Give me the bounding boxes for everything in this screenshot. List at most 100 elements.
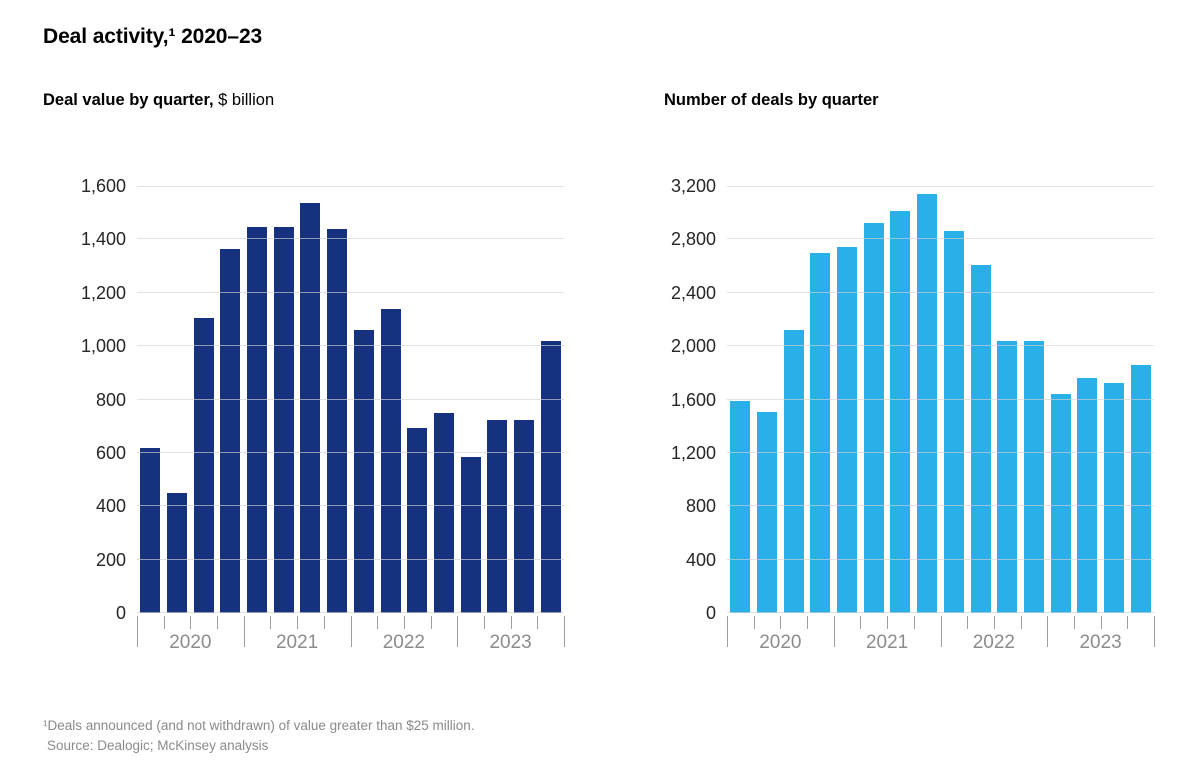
gridline-1200 bbox=[137, 291, 564, 293]
chart-subtitle-deal-value-bold: Deal value by quarter, bbox=[43, 91, 214, 109]
y-axis-label-1000: 1,000 bbox=[80, 336, 126, 357]
x-axis-year-tick bbox=[564, 616, 565, 647]
chart-subtitle-deal-value: Deal value by quarter, $ billion bbox=[43, 91, 274, 110]
x-axis-quarter-tick bbox=[377, 616, 379, 629]
bar-number-of-deals-by-quarter-q2-2021 bbox=[863, 222, 884, 613]
y-axis-label-1200: 1,200 bbox=[670, 442, 716, 463]
gridline-400 bbox=[137, 505, 564, 507]
x-axis-quarter-tick bbox=[430, 616, 432, 629]
bar-deal-value-by-quarter-q4-2022 bbox=[433, 412, 454, 613]
x-axis-quarter-tick bbox=[297, 616, 299, 629]
x-axis-year-tick bbox=[243, 616, 245, 647]
x-axis-year-label-2020: 2020 bbox=[169, 632, 212, 653]
x-axis-quarter-tick bbox=[323, 616, 325, 629]
bar-deal-value-by-quarter-q1-2020 bbox=[140, 447, 161, 613]
bar-number-of-deals-by-quarter-q1-2022 bbox=[943, 230, 964, 613]
bar-number-of-deals-by-quarter-q3-2022 bbox=[997, 340, 1018, 613]
x-axis-year-tick bbox=[1047, 616, 1049, 647]
y-axis-label-1600: 1,600 bbox=[80, 176, 126, 196]
gridline-1600 bbox=[137, 186, 564, 187]
footnote: ¹Deals announced (and not withdrawn) of … bbox=[43, 716, 475, 755]
chart-subtitle-number-of-deals-bold: Number of deals by quarter bbox=[664, 91, 879, 109]
x-axis-quarter-tick bbox=[913, 616, 915, 629]
bar-deal-value-by-quarter-q4-2020 bbox=[220, 248, 241, 613]
gridline-1000 bbox=[137, 345, 564, 347]
bar-deal-value-by-quarter-q2-2020 bbox=[167, 492, 188, 613]
bar-deal-value-by-quarter-q3-2022 bbox=[407, 427, 428, 613]
bar-number-of-deals-by-quarter-q3-2023 bbox=[1103, 382, 1124, 613]
x-axis-quarter-tick bbox=[993, 616, 995, 629]
x-axis-quarter-tick bbox=[1100, 616, 1102, 629]
x-axis-quarter-tick bbox=[403, 616, 405, 629]
x-axis-year-tick bbox=[940, 616, 942, 647]
y-axis-label-1600: 1,600 bbox=[670, 389, 716, 410]
x-axis-year-tick bbox=[1154, 616, 1155, 647]
bar-number-of-deals-by-quarter-q4-2020 bbox=[810, 253, 831, 613]
y-axis-label-400: 400 bbox=[95, 496, 126, 517]
gridline-1600 bbox=[727, 398, 1154, 400]
bar-deal-value-by-quarter-q1-2023 bbox=[460, 456, 481, 613]
x-axis-quarter-tick bbox=[967, 616, 969, 629]
bar-number-of-deals-by-quarter-q4-2022 bbox=[1023, 340, 1044, 613]
y-axis-label-2800: 2,800 bbox=[670, 229, 716, 250]
chart-subtitle-number-of-deals: Number of deals by quarter bbox=[664, 91, 879, 110]
x-axis-quarter-tick bbox=[537, 616, 539, 629]
x-axis-quarter-tick bbox=[1020, 616, 1022, 629]
y-axis-label-2000: 2,000 bbox=[670, 336, 716, 357]
x-axis-year-label-2022: 2022 bbox=[972, 632, 1016, 653]
x-axis-quarter-tick bbox=[510, 616, 512, 629]
bar-number-of-deals-by-quarter-q4-2023 bbox=[1130, 365, 1151, 613]
bar-number-of-deals-by-quarter-q1-2023 bbox=[1050, 393, 1071, 613]
gridline-2000 bbox=[727, 345, 1154, 347]
y-axis-label-600: 600 bbox=[95, 442, 126, 463]
bar-deal-value-by-quarter-q1-2022 bbox=[353, 330, 374, 613]
bar-deal-value-by-quarter-q4-2021 bbox=[327, 228, 348, 613]
x-axis-quarter-tick bbox=[887, 616, 889, 629]
bar-number-of-deals-by-quarter-q1-2021 bbox=[837, 246, 858, 613]
x-axis-quarter-tick bbox=[807, 616, 809, 629]
x-axis-quarter-tick bbox=[780, 616, 782, 629]
x-axis-year-label-2021: 2021 bbox=[275, 632, 319, 653]
x-axis-quarter-tick bbox=[270, 616, 272, 629]
gridline-800 bbox=[727, 505, 1154, 507]
y-axis-label-800: 800 bbox=[95, 389, 126, 410]
gridline-1200 bbox=[727, 451, 1154, 453]
x-axis-quarter-tick bbox=[1073, 616, 1075, 629]
bar-deal-value-by-quarter-q3-2020 bbox=[193, 318, 214, 613]
bar-number-of-deals-by-quarter-q2-2022 bbox=[970, 264, 991, 613]
y-axis-label-400: 400 bbox=[685, 549, 716, 570]
x-axis-year-label-2022: 2022 bbox=[382, 632, 426, 653]
x-axis-quarter-tick bbox=[753, 616, 755, 629]
bar-deal-value-by-quarter-q4-2023 bbox=[540, 340, 561, 613]
bar-number-of-deals-by-quarter-q4-2021 bbox=[917, 194, 938, 613]
footnote-line-1: ¹Deals announced (and not withdrawn) of … bbox=[43, 718, 475, 733]
bar-deal-value-by-quarter-q1-2021 bbox=[247, 227, 268, 613]
x-axis-year-tick bbox=[457, 616, 459, 647]
y-axis-label-3200: 3,200 bbox=[670, 176, 716, 196]
x-axis-year-label-2021: 2021 bbox=[865, 632, 909, 653]
gridline-400 bbox=[727, 558, 1154, 560]
x-axis-year-tick bbox=[727, 616, 728, 647]
x-axis-year-tick bbox=[137, 616, 138, 647]
y-axis-label-2400: 2,400 bbox=[670, 282, 716, 303]
y-axis-label-1200: 1,200 bbox=[80, 282, 126, 303]
bar-deal-value-by-quarter-q3-2023 bbox=[513, 419, 534, 613]
x-axis-quarter-tick bbox=[190, 616, 192, 629]
x-axis-quarter-tick bbox=[860, 616, 862, 629]
bar-deal-value-by-quarter-q2-2021 bbox=[273, 227, 294, 613]
y-axis-label-0: 0 bbox=[115, 603, 126, 623]
y-axis-label-200: 200 bbox=[95, 549, 126, 570]
gridline-1400 bbox=[137, 238, 564, 240]
x-axis-year-tick bbox=[833, 616, 835, 647]
bar-number-of-deals-by-quarter-q3-2020 bbox=[783, 330, 804, 613]
y-axis-label-0: 0 bbox=[705, 603, 716, 623]
bar-number-of-deals-by-quarter-q1-2020 bbox=[730, 400, 751, 613]
gridline-2400 bbox=[727, 291, 1154, 293]
footnote-source-line: Source: Dealogic; McKinsey analysis bbox=[47, 737, 269, 753]
x-axis-year-label-2023: 2023 bbox=[1079, 632, 1122, 653]
x-axis-quarter-tick bbox=[217, 616, 219, 629]
gridline-0 bbox=[727, 612, 1154, 613]
bar-deal-value-by-quarter-q2-2023 bbox=[487, 419, 508, 613]
bar-number-of-deals-by-quarter-q2-2020 bbox=[757, 412, 778, 613]
